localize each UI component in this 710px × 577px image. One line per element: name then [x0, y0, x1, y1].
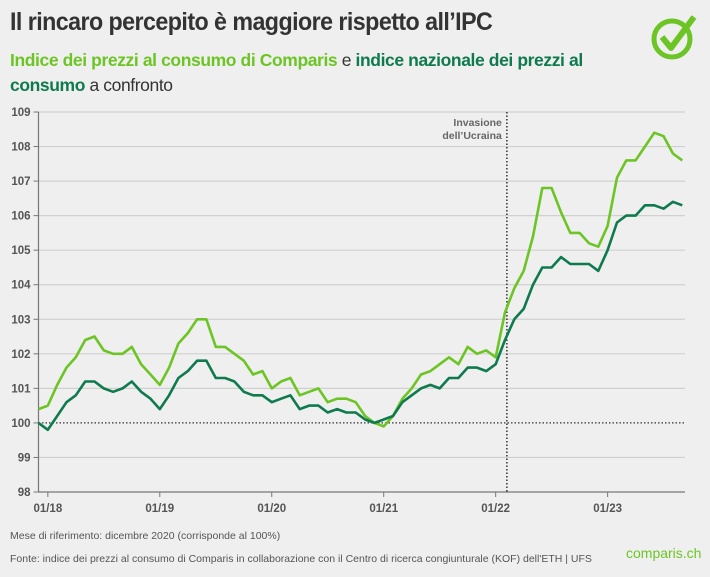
- checkmark-circle-icon: [651, 15, 697, 60]
- subtitle-national-index: indice nazionale dei prezzi al consumo: [10, 50, 583, 95]
- x-tick-label: 01/20: [257, 503, 286, 515]
- y-tick-label: 99: [18, 452, 31, 464]
- y-tick-label: 98: [18, 487, 31, 499]
- y-tick-label: 102: [11, 349, 30, 361]
- y-tick-label: 103: [11, 314, 30, 326]
- y-tick-label: 107: [11, 176, 30, 188]
- subtitle-comparis-index: Indice dei prezzi al consumo di Comparis: [10, 50, 338, 70]
- x-tick-label: 01/23: [593, 503, 622, 515]
- annotation-label-line2: dell’Ucraina: [442, 130, 502, 142]
- annotation-label-line1: Invasione: [453, 117, 502, 129]
- y-tick-label: 101: [11, 383, 31, 395]
- chart-subtitle: Indice dei prezzi al consumo di Comparis…: [10, 48, 610, 98]
- y-tick-label: 106: [11, 211, 30, 223]
- y-tick-label: 104: [11, 280, 31, 292]
- y-tick-label: 109: [11, 107, 30, 119]
- series-line-national: [37, 200, 683, 432]
- subtitle-conjunction: e: [337, 50, 356, 70]
- comparis-logo: comparis.ch: [626, 545, 702, 561]
- x-tick-label: 01/22: [481, 503, 510, 515]
- line-chart: 98 99 100 101 102 103 104 105 106 107 108 109 01/18 0…: [11, 107, 685, 515]
- subtitle-suffix: a confronto: [85, 75, 173, 95]
- x-tick-label: 01/19: [145, 503, 174, 515]
- x-tick-label: 01/18: [33, 503, 62, 515]
- y-tick-label: 105: [11, 245, 31, 257]
- x-tick-label: 01/21: [369, 503, 398, 515]
- y-tick-label: 100: [11, 418, 30, 430]
- chart-title: Il rincaro percepito è maggiore rispetto…: [10, 8, 493, 36]
- reference-note: Mese di riferimento: dicembre 2020 (corr…: [10, 530, 281, 542]
- series-line-comparis: [38, 131, 684, 428]
- y-tick-label: 108: [11, 142, 31, 154]
- source-note: Fonte: indice dei prezzi al consumo di C…: [10, 553, 592, 565]
